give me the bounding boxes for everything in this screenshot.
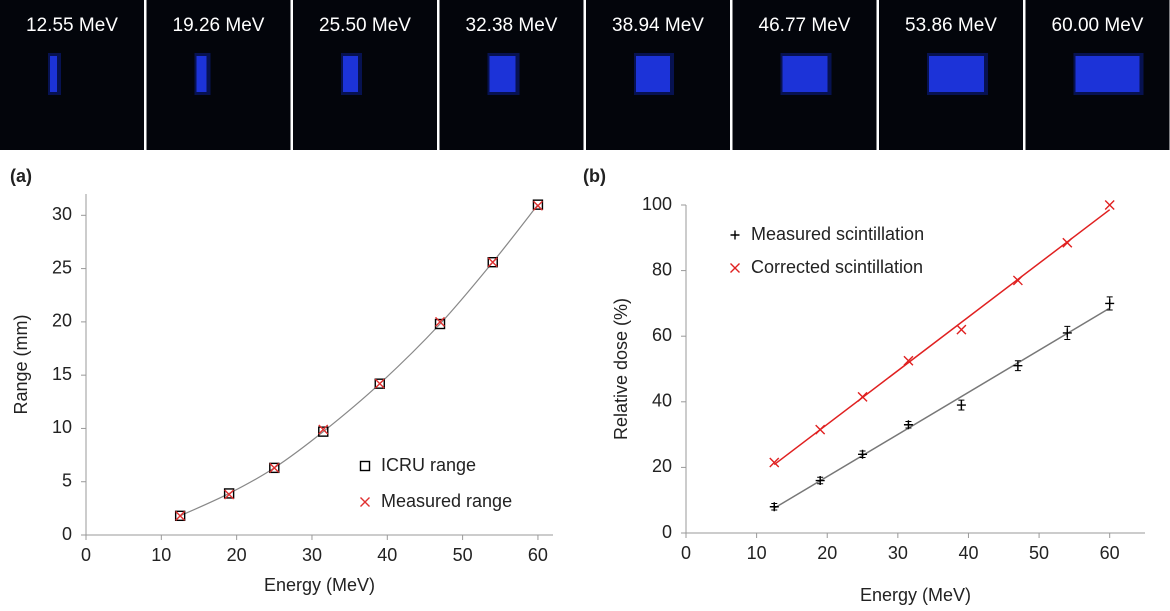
marker-x [435, 316, 446, 327]
marker-x [815, 424, 826, 435]
image-panel [146, 0, 291, 150]
y-tick-label: 30 [52, 204, 72, 224]
marker-x [175, 510, 186, 521]
panel-label: 32.38 MeV [466, 15, 558, 36]
legend-label: ICRU range [381, 455, 476, 475]
fit-curve [179, 204, 539, 517]
panel-label: 38.94 MeV [612, 15, 704, 36]
y-tick-label: 10 [52, 417, 72, 437]
marker-x [374, 378, 385, 389]
marker-square [223, 488, 235, 499]
x-tick-label: 60 [1100, 543, 1120, 563]
marker-x [269, 462, 280, 473]
marker-x [487, 257, 498, 268]
x-tick-label: 0 [81, 545, 91, 565]
marker-plus [730, 230, 740, 240]
marker-x [1012, 275, 1023, 286]
marker-plus [858, 449, 868, 459]
y-axis-label: Relative dose (%) [611, 298, 631, 440]
y-axis-label: Range (mm) [11, 314, 31, 414]
beam [489, 56, 516, 92]
marker-x [857, 391, 868, 402]
marker-x [769, 457, 780, 468]
beam [929, 56, 984, 92]
x-tick-label: 30 [302, 545, 322, 565]
marker-x [730, 263, 740, 273]
marker-square [174, 510, 186, 522]
marker-x [318, 424, 329, 435]
x-tick-label: 10 [747, 543, 767, 563]
legend-label: Measured scintillation [751, 224, 924, 244]
x-tick-label: 0 [681, 543, 691, 563]
y-tick-label: 100 [642, 194, 672, 214]
marker-x [903, 355, 914, 366]
beam [782, 56, 828, 92]
image-panel [293, 0, 437, 150]
x-tick-label: 40 [377, 545, 397, 565]
marker-square [374, 378, 385, 389]
marker-square [269, 462, 280, 474]
x-tick-label: 20 [227, 545, 247, 565]
y-tick-label: 0 [662, 522, 672, 542]
x-tick-label: 60 [528, 545, 548, 565]
marker-x [224, 489, 235, 500]
marker-x [1062, 237, 1073, 248]
x-axis-label: Energy (MeV) [860, 585, 971, 605]
fit-line [773, 307, 1111, 509]
fit-line [773, 209, 1111, 466]
y-tick-label: 60 [652, 325, 672, 345]
marker-square [532, 199, 544, 210]
panel-label: 60.00 MeV [1052, 15, 1144, 36]
panel-label: 46.77 MeV [759, 15, 851, 36]
marker-x [360, 497, 370, 507]
beam [196, 56, 207, 92]
y-tick-label: 25 [52, 257, 72, 277]
legend-label: Measured range [381, 491, 512, 511]
panel-tag: (b) [583, 166, 606, 186]
y-tick-label: 15 [52, 364, 72, 384]
marker-plus [903, 420, 913, 430]
beam [343, 56, 358, 92]
y-tick-label: 0 [62, 524, 72, 544]
y-tick-label: 5 [62, 470, 72, 490]
x-tick-label: 40 [958, 543, 978, 563]
panel-label: 12.55 MeV [26, 15, 118, 36]
y-tick-label: 40 [652, 391, 672, 411]
image-panel [0, 0, 144, 150]
x-tick-label: 20 [817, 543, 837, 563]
beam [636, 56, 670, 92]
marker-square [487, 257, 498, 268]
panel-tag: (a) [10, 166, 32, 186]
marker-plus [1062, 328, 1072, 338]
panel-label: 25.50 MeV [319, 15, 411, 36]
marker-square [318, 426, 329, 437]
x-tick-label: 10 [151, 545, 171, 565]
legend-label: Corrected scintillation [751, 257, 923, 277]
panel-label: 19.26 MeV [173, 15, 265, 36]
marker-x [1104, 200, 1115, 210]
marker-plus [1105, 298, 1115, 308]
y-tick-label: 20 [52, 311, 72, 331]
marker-plus [815, 476, 825, 486]
beam [1075, 56, 1140, 92]
beam [50, 56, 57, 92]
x-tick-label: 50 [1029, 543, 1049, 563]
marker-square [359, 460, 371, 472]
marker-plus [956, 400, 966, 410]
x-tick-label: 50 [453, 545, 473, 565]
marker-plus [769, 502, 779, 512]
x-tick-label: 30 [888, 543, 908, 563]
marker-x [956, 324, 967, 335]
marker-square [434, 318, 446, 330]
y-tick-label: 80 [652, 259, 672, 279]
panel-label: 53.86 MeV [905, 15, 997, 36]
y-tick-label: 20 [652, 456, 672, 476]
x-axis-label: Energy (MeV) [264, 575, 375, 595]
marker-plus [1013, 361, 1023, 371]
marker-x [532, 200, 543, 211]
